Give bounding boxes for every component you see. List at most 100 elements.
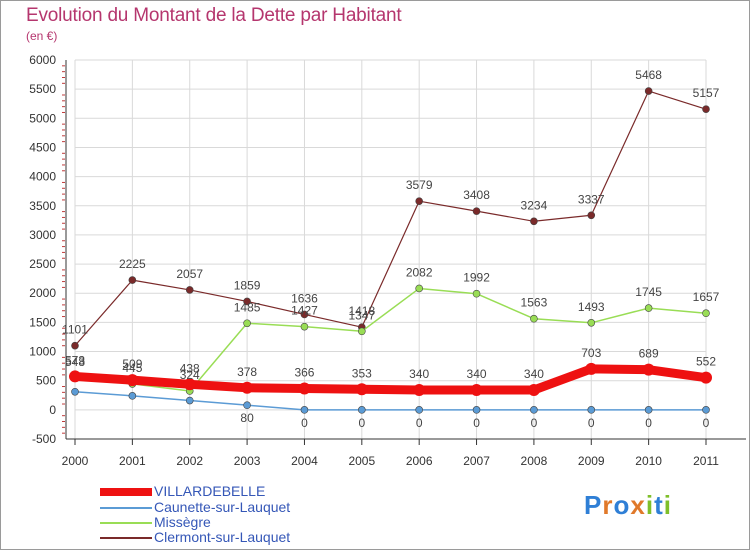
data-point	[243, 297, 251, 306]
y-tick-label: 3000	[29, 228, 56, 242]
data-point	[415, 406, 423, 414]
series-line-3	[74, 90, 707, 347]
brand-letter: x	[630, 490, 646, 520]
brand-letter: r	[602, 490, 614, 520]
legend-label-clermont: Clermont-sur-Lauquet	[154, 529, 291, 545]
data-point	[185, 286, 194, 294]
data-label: 5468	[635, 68, 662, 82]
brand-letter: o	[613, 490, 631, 520]
y-tick-label: 6000	[29, 53, 56, 67]
y-tick-label: 0	[49, 403, 56, 417]
legend-swatch-caunette	[100, 507, 152, 509]
data-point	[642, 363, 655, 376]
data-point	[243, 401, 251, 409]
data-point	[415, 197, 423, 205]
x-tick-label: 2008	[521, 454, 548, 468]
series-line-2	[74, 287, 707, 392]
data-point	[241, 381, 254, 394]
data-point	[472, 289, 481, 298]
data-label: 1493	[578, 300, 605, 314]
data-point	[644, 304, 653, 312]
y-tick-label: -500	[32, 432, 56, 446]
data-point	[527, 384, 540, 397]
data-label: 552	[696, 355, 716, 369]
data-label: 3234	[521, 198, 548, 212]
legend-label-caunette: Caunette-sur-Lauquet	[154, 499, 291, 515]
data-label: 2057	[176, 267, 203, 281]
data-label: 1427	[291, 304, 318, 318]
data-label: 0	[531, 416, 538, 430]
data-label: 1992	[463, 271, 490, 285]
x-tick-label: 2003	[234, 454, 261, 468]
data-point	[300, 322, 309, 331]
data-label: 1418	[348, 304, 375, 318]
y-tick-label: 1000	[29, 345, 56, 359]
data-point	[413, 384, 426, 397]
data-point	[415, 284, 423, 293]
data-label: 324	[180, 368, 200, 382]
data-point	[185, 396, 194, 405]
y-tick-label: 1500	[29, 315, 56, 329]
x-tick-label: 2005	[348, 454, 375, 468]
data-label: 2225	[119, 257, 146, 271]
data-point	[585, 362, 598, 375]
data-point	[530, 217, 538, 226]
data-point	[358, 327, 366, 336]
data-label: 80	[240, 411, 254, 425]
y-tick-label: 5000	[29, 111, 56, 125]
data-label: 378	[237, 365, 257, 379]
data-label: 509	[122, 357, 142, 371]
brand-logo: Proxiti	[584, 490, 672, 521]
data-label: 353	[352, 366, 372, 380]
data-label: 445	[122, 361, 142, 375]
x-tick-label: 2000	[62, 454, 89, 468]
data-point	[530, 406, 538, 414]
brand-letter: i	[663, 490, 672, 520]
data-point	[243, 319, 251, 328]
series-line-1	[74, 391, 707, 411]
y-tick-label: 500	[36, 374, 56, 388]
data-label: 438	[180, 361, 200, 375]
data-label: 548	[65, 355, 85, 369]
data-label: 3337	[578, 192, 605, 206]
brand-letter: t	[654, 490, 664, 520]
data-point	[472, 406, 481, 414]
data-point	[300, 406, 309, 414]
data-point	[702, 406, 710, 414]
data-label: 1745	[635, 285, 662, 299]
data-label: 0	[301, 416, 308, 430]
data-label: 0	[416, 416, 423, 430]
y-tick-label: 2500	[29, 257, 56, 271]
legend-label-villardebelle: VILLARDEBELLE	[154, 483, 266, 499]
data-point	[183, 378, 196, 391]
data-point	[587, 318, 596, 327]
data-point	[300, 310, 309, 319]
legend-swatch-clermont	[100, 537, 152, 539]
data-label: 1859	[234, 278, 261, 292]
data-point	[71, 387, 79, 396]
data-point	[587, 211, 596, 220]
data-point	[700, 371, 712, 384]
x-tick-label: 2007	[463, 454, 490, 468]
data-label: 1657	[693, 290, 720, 304]
data-point	[587, 406, 596, 414]
data-label: 1636	[291, 291, 318, 305]
legend-swatch-villardebelle	[100, 488, 152, 496]
data-label: 3408	[463, 188, 490, 202]
data-label: 573	[65, 353, 85, 367]
data-point	[644, 406, 653, 414]
x-tick-label: 2002	[176, 454, 203, 468]
series-line-0	[70, 364, 711, 395]
data-label: 703	[581, 346, 601, 360]
x-tick-label: 2004	[291, 454, 318, 468]
y-tick-label: 3500	[29, 199, 56, 213]
data-point	[128, 276, 137, 284]
data-label: 1347	[348, 308, 375, 322]
x-tick-label: 2011	[693, 454, 719, 468]
y-axis-unit-label: (en €)	[26, 29, 58, 43]
data-point	[472, 207, 481, 215]
data-label: 3579	[406, 178, 433, 192]
data-label: 2082	[406, 265, 433, 279]
